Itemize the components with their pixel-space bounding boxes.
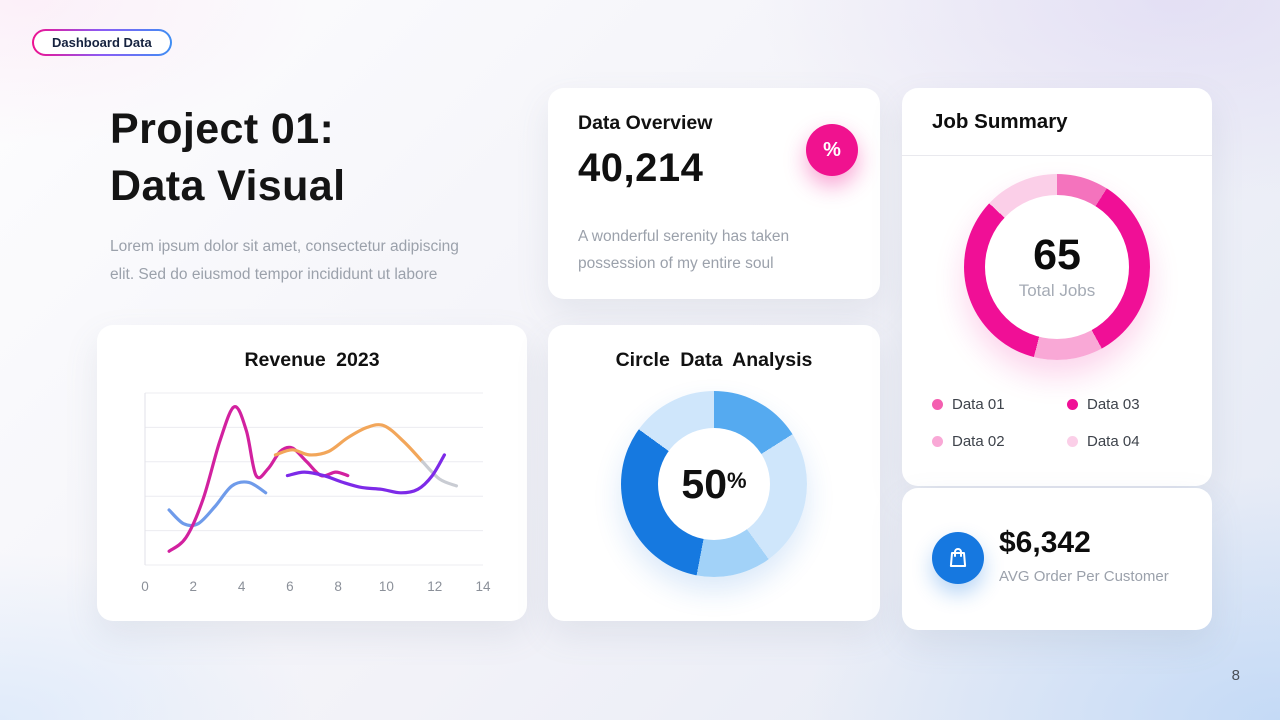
dashboard-data-badge[interactable]: Dashboard Data — [32, 29, 172, 56]
page-description-line2: elit. Sed do eiusmod tempor incididunt u… — [110, 266, 438, 283]
shopping-bag-icon — [932, 532, 984, 584]
circle-donut-center: 50% — [621, 391, 807, 577]
page-number: 8 — [1231, 667, 1240, 684]
jobs-donut-chart: 65 Total Jobs — [964, 174, 1150, 360]
jobs-total-value: 65 — [1033, 231, 1081, 280]
page-description-line1: Lorem ipsum dolor sit amet, consectetur … — [110, 238, 459, 255]
legend-dot-data-03 — [1067, 399, 1078, 410]
svg-text:4: 4 — [238, 579, 246, 594]
data-overview-subtitle: A wonderful serenity has taken possessio… — [578, 223, 789, 277]
svg-text:2: 2 — [190, 579, 198, 594]
circle-center-number: 50 — [681, 460, 728, 507]
legend-dot-data-02 — [932, 436, 943, 447]
legend-label-data-02: Data 02 — [952, 433, 1005, 450]
jobs-donut-center: 65 Total Jobs — [964, 174, 1150, 360]
legend-label-data-03: Data 03 — [1087, 396, 1140, 413]
job-summary-card: Job Summary 65 Total Jobs Data 01 Data 0… — [902, 88, 1212, 486]
legend-item-data-03: Data 03 — [1067, 396, 1192, 413]
data-overview-title: Data Overview — [578, 112, 713, 134]
job-summary-divider — [902, 155, 1212, 156]
circle-center-value: 50% — [681, 460, 747, 507]
jobs-total-label: Total Jobs — [1018, 280, 1096, 300]
circle-center-unit: % — [727, 467, 747, 493]
avg-order-value: $6,342 — [999, 526, 1091, 559]
legend-dot-data-04 — [1067, 436, 1078, 447]
data-overview-card: Data Overview % 40,214 A wonderful seren… — [548, 88, 880, 299]
circle-donut-hole — [658, 428, 770, 540]
page-description: Lorem ipsum dolor sit amet, consectetur … — [110, 233, 459, 289]
revenue-line-chart: 0 2 4 6 8 10 12 14 — [127, 383, 497, 598]
job-summary-title: Job Summary — [932, 110, 1068, 133]
jobs-donut-hole — [985, 195, 1129, 339]
jobs-legend: Data 01 Data 02 Data 03 Data 04 — [932, 386, 1192, 460]
legend-label-data-04: Data 04 — [1087, 433, 1140, 450]
page-title-line2: Data Visual — [110, 162, 346, 210]
circle-analysis-title: Circle Data Analysis — [615, 349, 813, 371]
data-overview-subtitle-line2: possession of my entire soul — [578, 255, 774, 272]
legend-dot-data-01 — [932, 399, 943, 410]
svg-text:10: 10 — [379, 579, 394, 594]
avg-order-card: $6,342 AVG Order Per Customer — [902, 488, 1212, 630]
revenue-card: Revenue 2023 0 2 4 6 8 10 12 14 — [97, 325, 527, 621]
svg-text:0: 0 — [141, 579, 149, 594]
legend-item-data-01: Data 01 — [932, 396, 1067, 413]
avg-order-label: AVG Order Per Customer — [999, 568, 1169, 585]
legend-label-data-01: Data 01 — [952, 396, 1005, 413]
data-overview-subtitle-line1: A wonderful serenity has taken — [578, 228, 790, 245]
circle-analysis-card: Circle Data Analysis 50% — [548, 325, 880, 621]
svg-text:8: 8 — [334, 579, 342, 594]
dashboard-data-badge-label: Dashboard Data — [34, 31, 170, 54]
legend-item-data-04: Data 04 — [1067, 433, 1192, 450]
percent-icon: % — [806, 124, 858, 176]
svg-text:6: 6 — [286, 579, 294, 594]
data-overview-value: 40,214 — [578, 146, 704, 190]
revenue-card-title: Revenue 2023 — [244, 349, 380, 371]
page-title: Project 01: Data Visual — [110, 101, 345, 215]
page-title-line1: Project 01: — [110, 105, 335, 153]
percent-icon-glyph: % — [823, 138, 841, 161]
svg-text:12: 12 — [427, 579, 442, 594]
legend-item-data-02: Data 02 — [932, 433, 1067, 450]
svg-text:14: 14 — [475, 579, 491, 594]
circle-donut-chart: 50% — [621, 391, 807, 577]
